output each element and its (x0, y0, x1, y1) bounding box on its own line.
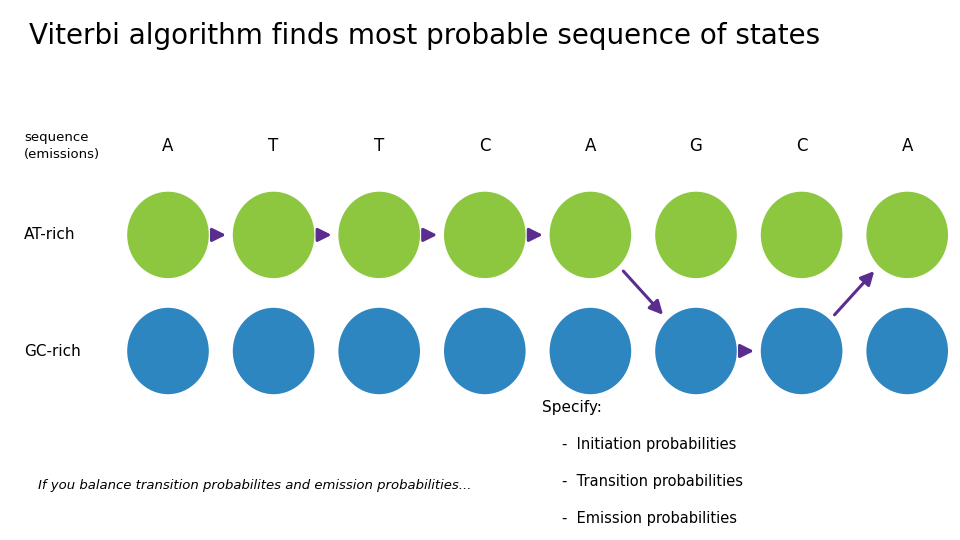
Ellipse shape (655, 192, 737, 278)
Ellipse shape (549, 308, 632, 394)
Ellipse shape (760, 308, 842, 394)
Text: Specify:: Specify: (542, 400, 602, 415)
Text: C: C (796, 137, 807, 155)
Text: AT-rich: AT-rich (24, 227, 76, 242)
Ellipse shape (549, 192, 632, 278)
Text: If you balance transition probabilites and emission probabilities...: If you balance transition probabilites a… (38, 480, 472, 492)
Text: GC-rich: GC-rich (24, 343, 81, 359)
Ellipse shape (232, 308, 314, 394)
Ellipse shape (339, 308, 420, 394)
Text: A: A (901, 137, 913, 155)
Ellipse shape (127, 308, 209, 394)
Text: T: T (374, 137, 384, 155)
Text: -  Initiation probabilities: - Initiation probabilities (562, 437, 736, 453)
Text: sequence
(emissions): sequence (emissions) (24, 131, 100, 161)
Text: A: A (162, 137, 174, 155)
Text: G: G (689, 137, 703, 155)
Text: -  Emission probabilities: - Emission probabilities (562, 511, 736, 526)
Text: Viterbi algorithm finds most probable sequence of states: Viterbi algorithm finds most probable se… (29, 22, 820, 50)
Ellipse shape (232, 192, 314, 278)
Ellipse shape (760, 192, 842, 278)
Ellipse shape (127, 192, 209, 278)
Ellipse shape (866, 308, 948, 394)
Ellipse shape (444, 192, 526, 278)
Ellipse shape (444, 308, 526, 394)
Ellipse shape (339, 192, 420, 278)
Ellipse shape (655, 308, 737, 394)
Text: -  Transition probabilities: - Transition probabilities (562, 474, 743, 489)
Text: T: T (269, 137, 278, 155)
Text: C: C (479, 137, 491, 155)
Text: A: A (585, 137, 596, 155)
Ellipse shape (866, 192, 948, 278)
